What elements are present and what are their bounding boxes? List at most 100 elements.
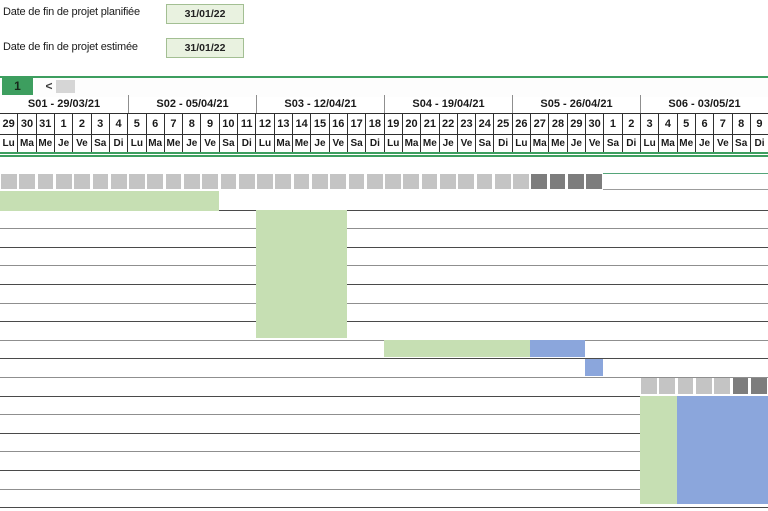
day-number-cell: 9 xyxy=(201,114,220,134)
progress-track-top-segment xyxy=(494,173,511,190)
day-name-cell: Je xyxy=(183,135,202,152)
day-name-cell: Sa xyxy=(220,135,239,152)
progress-track-top-segment xyxy=(275,173,292,190)
progress-track-top-segment xyxy=(421,173,438,190)
day-number-cell: 15 xyxy=(311,114,330,134)
progress-track-top-segment xyxy=(165,173,182,190)
day-number-cell: 26 xyxy=(513,114,532,134)
gantt-grid-line xyxy=(0,451,768,453)
day-name-cell: Je xyxy=(311,135,330,152)
gantt-grid-line xyxy=(0,432,768,434)
progress-track-top-segment xyxy=(56,173,72,190)
day-name-cell: Di xyxy=(623,135,641,152)
gantt-grid-line xyxy=(0,507,768,509)
day-number-cell: 18 xyxy=(366,114,385,134)
day-name-cell: Ve xyxy=(201,135,220,152)
day-name-cell: Sa xyxy=(733,135,751,152)
day-name-cell: Ve xyxy=(714,135,733,152)
task-bar-1-green[interactable] xyxy=(0,191,220,211)
day-name-cell: Di xyxy=(238,135,257,152)
gantt-grid-line xyxy=(0,302,768,304)
day-name-cell: Sa xyxy=(92,135,110,152)
gantt-grid-line xyxy=(0,414,768,416)
progress-track-top-segment xyxy=(531,173,548,190)
day-number-cell: 13 xyxy=(275,114,293,134)
week-header-5: S05 - 26/04/21 xyxy=(512,95,640,113)
day-name-cell: Sa xyxy=(348,135,367,152)
planned-end-date-value[interactable]: 31/01/22 xyxy=(166,4,244,24)
day-number-cell: 9 xyxy=(756,118,763,130)
day-name-cell: Sa xyxy=(604,135,623,152)
day-name-cell: Me xyxy=(293,135,312,152)
task-bar-5-green[interactable] xyxy=(640,395,677,505)
day-name-cell: Lu xyxy=(128,135,147,152)
day-number-cell: 4 xyxy=(110,114,129,134)
gantt-grid-line xyxy=(0,283,768,285)
sheet-tab-1[interactable]: 1 xyxy=(2,78,35,95)
progress-track-bottom-segment xyxy=(732,378,749,394)
estimated-end-date-value[interactable]: 31/01/22 xyxy=(166,38,244,58)
day-number-cell: 7 xyxy=(714,114,733,134)
day-number-cell: 2 xyxy=(623,114,641,134)
progress-track-bottom-segment xyxy=(677,378,694,394)
day-name-cell: Je xyxy=(55,135,74,152)
day-name-cell: Lu xyxy=(641,135,660,152)
day-number-cell: 8 xyxy=(733,114,751,134)
day-number-cell: 7 xyxy=(165,114,184,134)
day-name-cell: Sa xyxy=(476,135,495,152)
day-number-cell: 22 xyxy=(440,114,458,134)
gantt-grid-line xyxy=(0,321,768,323)
header-divider-line xyxy=(0,152,768,154)
day-number-cell: 29 xyxy=(568,114,586,134)
day-name-cell: Ma xyxy=(403,135,422,152)
day-number-cell: 1 xyxy=(604,114,623,134)
week-header-1: S01 - 29/03/21 xyxy=(27,98,101,110)
task-bar-3-green[interactable] xyxy=(384,339,531,358)
progress-track-top-segment xyxy=(312,173,328,190)
day-number-cell: 24 xyxy=(476,114,495,134)
task-bar-5-late-blue[interactable] xyxy=(676,395,768,505)
scroll-left-icon[interactable]: < xyxy=(45,79,53,93)
gantt-grid-line xyxy=(0,469,768,471)
progress-track-top-segment xyxy=(1,173,17,190)
day-number-cell: 10 xyxy=(220,114,239,134)
week-header-6: S06 - 03/05/21 xyxy=(640,95,768,113)
week-header-3: S03 - 12/04/21 xyxy=(256,95,384,113)
day-number-cell: 6 xyxy=(147,114,165,134)
progress-track-top-segment xyxy=(586,173,602,190)
day-name-cell: Ve xyxy=(458,135,477,152)
progress-track-top-remainder xyxy=(603,172,768,191)
day-name-cell: Me xyxy=(421,135,440,152)
day-name-cell: Me xyxy=(678,135,696,152)
task-bar-4-late-blue[interactable] xyxy=(585,358,604,376)
day-number-cell: 5 xyxy=(128,114,147,134)
day-number-cell: 27 xyxy=(531,114,550,134)
day-name-cell: Ve xyxy=(330,135,348,152)
gantt-grid-line xyxy=(0,339,768,341)
day-name-cell: Di xyxy=(110,135,129,152)
week-header-4: S04 - 19/04/21 xyxy=(384,95,512,113)
progress-track-bottom-segment xyxy=(641,378,657,394)
progress-track-bottom-segment xyxy=(714,378,730,394)
day-number-cell: 19 xyxy=(385,114,403,134)
progress-track-top-segment xyxy=(147,173,164,190)
day-number-cell: 4 xyxy=(659,114,678,134)
estimated-end-date-label: Date de fin de projet estimée xyxy=(3,41,138,53)
week-header-row: S01 - 29/03/21 S02 - 05/04/21 S03 - 12/04/… xyxy=(0,95,768,113)
day-number-cell: 29 xyxy=(0,114,19,134)
day-number-cell: 21 xyxy=(421,114,440,134)
day-name-row: Lu Ma Me Je Ve Sa Di Lu Ma Me Je Ve Sa Di Lu Ma Me Je Ve Sa… xyxy=(0,135,768,152)
progress-track-top-segment xyxy=(184,173,200,190)
task-bar-2-green[interactable] xyxy=(256,209,348,339)
day-number-cell: 31 xyxy=(37,114,55,134)
progress-track-top-segment xyxy=(92,173,109,190)
day-name-cell: Di xyxy=(494,135,513,152)
progress-track-top-segment xyxy=(403,173,420,190)
day-name-cell: Je xyxy=(568,135,586,152)
progress-track-top-segment xyxy=(366,173,383,190)
day-name-cell: Ma xyxy=(531,135,550,152)
scrollbar-thumb[interactable] xyxy=(56,80,75,93)
progress-track-top-segment xyxy=(293,173,310,190)
task-bar-3-late-blue[interactable] xyxy=(530,339,586,358)
progress-track-top-segment xyxy=(549,173,566,190)
